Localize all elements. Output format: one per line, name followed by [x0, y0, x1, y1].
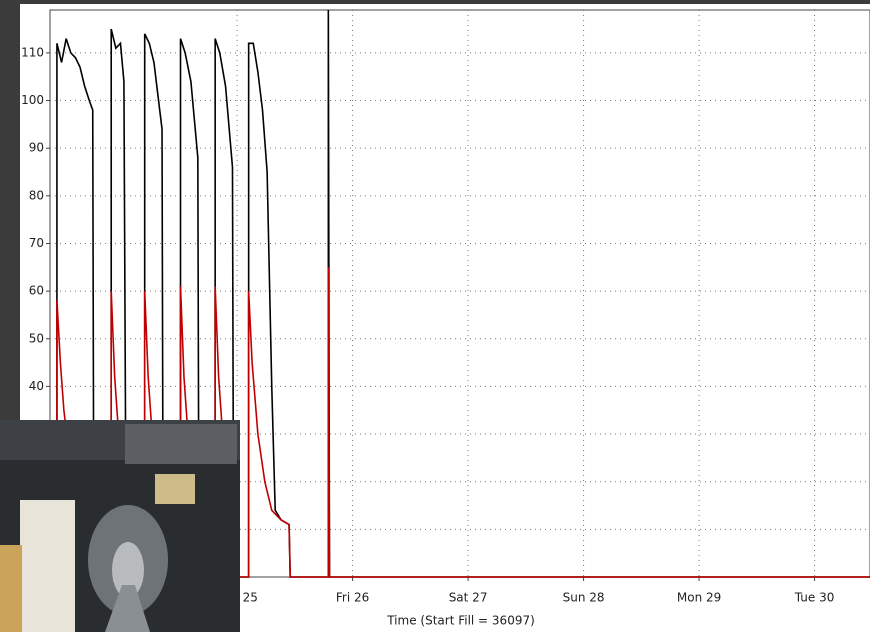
photo-tunnel-light: [112, 542, 144, 598]
photo-box: [0, 545, 22, 632]
y-tick-label: 60: [29, 284, 44, 298]
x-tick-label: Mon 29: [677, 591, 721, 605]
photo-sign: [155, 474, 195, 504]
x-tick-label: Tue 30: [794, 591, 835, 605]
y-tick-label: 100: [21, 93, 44, 107]
series-line: [56, 9, 870, 578]
y-tick-label: 90: [29, 141, 44, 155]
photo-cable-tray: [125, 424, 237, 464]
x-tick-label: Sun 28: [563, 591, 605, 605]
inset-photo: [0, 420, 240, 632]
photo-floor: [105, 585, 150, 632]
y-tick-label: 50: [29, 331, 44, 345]
x-axis-label: Time (Start Fill = 36097): [386, 614, 535, 628]
y-tick-label: 80: [29, 188, 44, 202]
y-tick-label: 110: [21, 45, 44, 59]
y-tick-label: 70: [29, 236, 44, 250]
x-tick-label: Sat 27: [449, 591, 488, 605]
x-tick-label: Fri 26: [336, 591, 369, 605]
y-tick-label: 40: [29, 379, 44, 393]
photo-wall-block: [20, 500, 75, 632]
